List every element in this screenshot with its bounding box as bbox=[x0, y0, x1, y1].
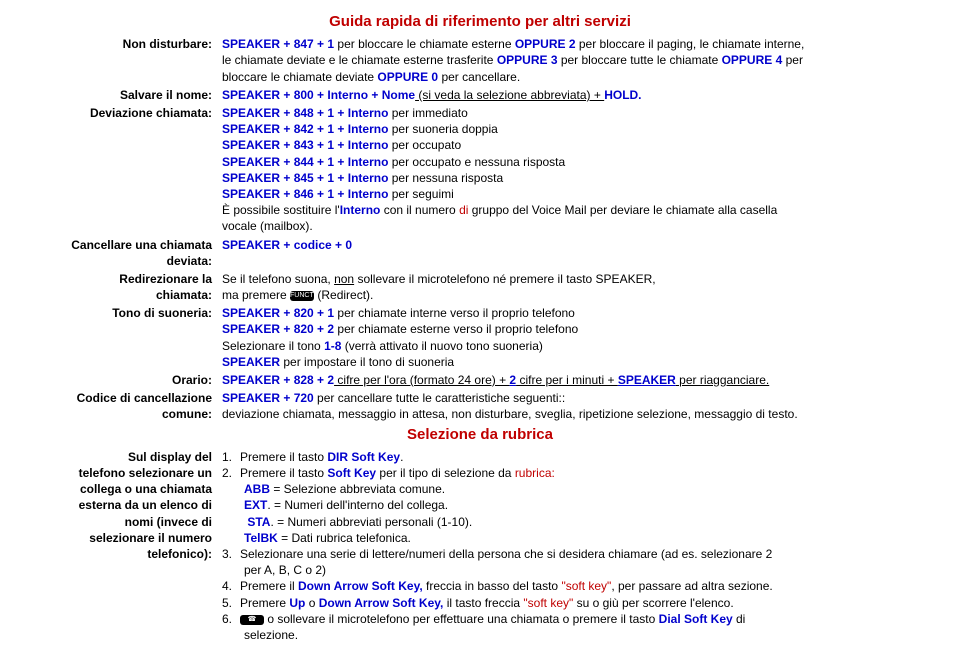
phone-icon: ☎ bbox=[240, 615, 264, 625]
label-salvare: Salvare il nome: bbox=[12, 87, 222, 103]
label-codice: Codice di cancellazionecomune: bbox=[12, 390, 222, 422]
content-cancellare: SPEAKER + codice + 0 bbox=[222, 237, 948, 269]
content-non-disturbare: SPEAKER + 847 + 1 per bloccare le chiama… bbox=[222, 36, 948, 85]
content-salvare: SPEAKER + 800 + Interno + Nome (si veda … bbox=[222, 87, 948, 103]
title-1: Guida rapida di riferimento per altri se… bbox=[12, 12, 948, 32]
label-tono: Tono di suoneria: bbox=[12, 305, 222, 370]
content-deviazione: SPEAKER + 848 + 1 + Interno per immediat… bbox=[222, 105, 948, 235]
label-redirezionare: Redirezionare lachiamata: bbox=[12, 271, 222, 303]
label-cancellare: Cancellare una chiamatadeviata: bbox=[12, 237, 222, 269]
function-icon: FUNCTION bbox=[290, 291, 314, 301]
content-orario: SPEAKER + 828 + 2 cifre per l'ora (forma… bbox=[222, 372, 948, 388]
title-2: Selezione da rubrica bbox=[12, 425, 948, 445]
label-orario: Orario: bbox=[12, 372, 222, 388]
content-tono: SPEAKER + 820 + 1 per chiamate interne v… bbox=[222, 305, 948, 370]
content-redirezionare: Se il telefono suona, non sollevare il m… bbox=[222, 271, 948, 303]
content-codice: SPEAKER + 720 per cancellare tutte le ca… bbox=[222, 390, 948, 422]
content-display: 1.Premere il tasto DIR Soft Key. 2.Preme… bbox=[222, 449, 948, 643]
label-display: Sul display del telefono selezionare un … bbox=[12, 449, 222, 643]
label-deviazione: Deviazione chiamata: bbox=[12, 105, 222, 235]
label-non-disturbare: Non disturbare: bbox=[12, 36, 222, 85]
